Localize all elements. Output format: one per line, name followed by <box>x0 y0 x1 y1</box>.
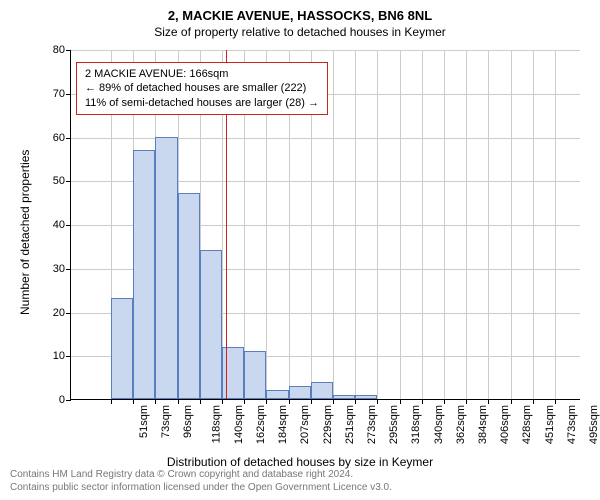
x-axis-label: Distribution of detached houses by size … <box>0 455 600 469</box>
y-tick-label: 20 <box>53 307 71 319</box>
x-tick-label: 384sqm <box>477 405 489 444</box>
gridline-v <box>422 50 423 399</box>
x-tick-label: 118sqm <box>210 405 222 443</box>
histogram-bar <box>333 395 355 399</box>
x-tick-label: 96sqm <box>182 405 194 438</box>
gridline-h <box>71 50 580 51</box>
histogram-bar <box>311 382 333 400</box>
x-tick-mark <box>178 399 179 404</box>
gridline-v <box>555 50 556 399</box>
y-tick-label: 0 <box>59 394 71 406</box>
histogram-bar <box>155 137 177 400</box>
gridline-v <box>466 50 467 399</box>
y-tick-label: 10 <box>53 350 71 362</box>
plot-area: 2 MACKIE AVENUE: 166sqm ← 89% of detache… <box>70 50 580 400</box>
footer-attribution: Contains HM Land Registry data © Crown c… <box>10 468 392 494</box>
x-tick-label: 207sqm <box>300 405 312 444</box>
x-tick-label: 251sqm <box>344 405 356 444</box>
annotation-line-1: 2 MACKIE AVENUE: 166sqm <box>85 67 319 81</box>
x-tick-mark <box>333 399 334 404</box>
annotation-line-3: 11% of semi-detached houses are larger (… <box>85 96 319 110</box>
x-tick-mark <box>488 399 489 404</box>
y-tick-label: 80 <box>53 44 71 56</box>
histogram-bar <box>200 250 222 399</box>
x-tick-label: 428sqm <box>522 405 534 444</box>
y-tick-label: 30 <box>53 263 71 275</box>
x-tick-label: 273sqm <box>366 405 378 444</box>
gridline-v <box>511 50 512 399</box>
footer-line-2: Contains public sector information licen… <box>10 481 392 494</box>
footer-line-1: Contains HM Land Registry data © Crown c… <box>10 468 392 481</box>
y-tick-label: 60 <box>53 132 71 144</box>
gridline-v <box>444 50 445 399</box>
x-tick-label: 51sqm <box>138 405 150 438</box>
x-tick-label: 162sqm <box>255 405 267 444</box>
gridline-v <box>377 50 378 399</box>
x-tick-mark <box>377 399 378 404</box>
x-tick-label: 184sqm <box>277 405 289 444</box>
x-tick-label: 73sqm <box>160 405 172 438</box>
x-tick-mark <box>555 399 556 404</box>
chart-title-description: Size of property relative to detached ho… <box>0 25 600 39</box>
histogram-bar <box>355 395 377 399</box>
x-tick-mark <box>444 399 445 404</box>
x-tick-label: 495sqm <box>588 405 600 444</box>
x-tick-label: 451sqm <box>544 405 556 444</box>
x-tick-mark <box>200 399 201 404</box>
histogram-bar <box>133 150 155 399</box>
gridline-h <box>71 138 580 139</box>
histogram-bar <box>178 193 200 399</box>
annotation-line-2: ← 89% of detached houses are smaller (22… <box>85 81 319 95</box>
y-axis-label: Number of detached properties <box>18 150 32 315</box>
y-tick-label: 70 <box>53 88 71 100</box>
x-tick-label: 340sqm <box>433 405 445 444</box>
chart-container: { "title_line1": "2, MACKIE AVENUE, HASS… <box>0 0 600 500</box>
x-tick-mark <box>511 399 512 404</box>
x-tick-mark <box>222 399 223 404</box>
x-tick-label: 295sqm <box>388 405 400 444</box>
gridline-v <box>488 50 489 399</box>
x-tick-label: 406sqm <box>499 405 511 444</box>
x-tick-mark <box>533 399 534 404</box>
x-tick-mark <box>244 399 245 404</box>
chart-title-address: 2, MACKIE AVENUE, HASSOCKS, BN6 8NL <box>0 0 600 23</box>
annotation-box: 2 MACKIE AVENUE: 166sqm ← 89% of detache… <box>76 62 328 115</box>
gridline-v <box>333 50 334 399</box>
x-tick-label: 318sqm <box>411 405 423 444</box>
histogram-bar <box>266 390 288 399</box>
x-tick-mark <box>133 399 134 404</box>
x-tick-mark <box>311 399 312 404</box>
x-tick-label: 229sqm <box>322 405 334 444</box>
x-tick-label: 362sqm <box>455 405 467 444</box>
histogram-bar <box>289 386 311 399</box>
x-tick-label: 473sqm <box>566 405 578 444</box>
x-tick-mark <box>289 399 290 404</box>
gridline-v <box>400 50 401 399</box>
histogram-bar <box>222 347 244 400</box>
x-tick-mark <box>155 399 156 404</box>
gridline-v <box>533 50 534 399</box>
x-tick-mark <box>266 399 267 404</box>
histogram-bar <box>111 298 133 399</box>
y-tick-label: 40 <box>53 219 71 231</box>
x-tick-mark <box>111 399 112 404</box>
x-tick-mark <box>466 399 467 404</box>
x-tick-mark <box>355 399 356 404</box>
x-tick-mark <box>422 399 423 404</box>
x-tick-mark <box>400 399 401 404</box>
x-tick-label: 140sqm <box>233 405 245 444</box>
gridline-v <box>355 50 356 399</box>
histogram-bar <box>244 351 266 399</box>
y-tick-label: 50 <box>53 175 71 187</box>
